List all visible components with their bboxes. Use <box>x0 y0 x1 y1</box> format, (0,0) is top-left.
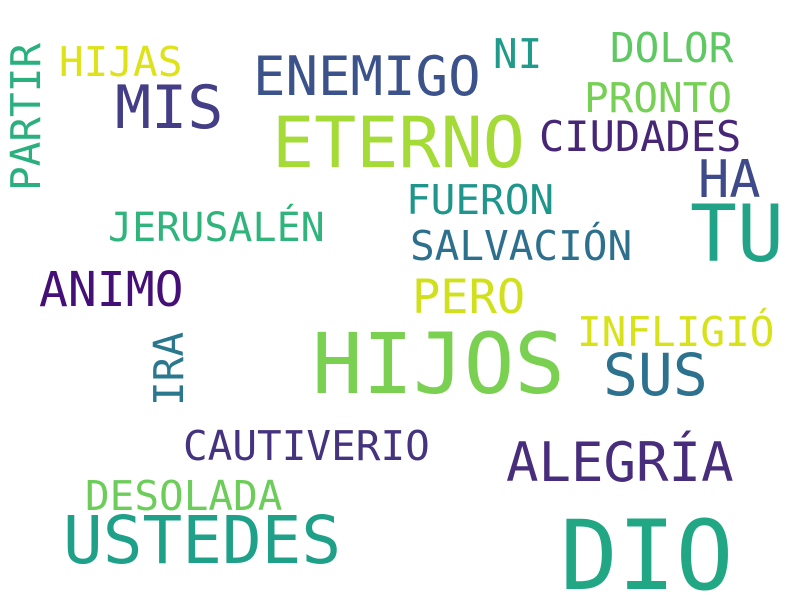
word-animo: ANIMO <box>39 262 184 318</box>
word-jerusalen: JERUSALÉN <box>108 205 325 251</box>
word-inflgio: INFLIGIÓ <box>577 308 775 356</box>
word-ira: IRA <box>145 331 193 406</box>
word-cautiverio: CAUTIVERIO <box>183 422 430 470</box>
word-ni: NI <box>493 30 543 78</box>
word-enemigo: ENEMIGO <box>253 45 481 108</box>
word-dolor: DOLOR <box>610 24 734 72</box>
word-mis: MIS <box>115 73 224 143</box>
word-ustedes: USTEDES <box>63 502 342 579</box>
word-hijos: HIJOS <box>312 315 565 413</box>
word-ciudades: CIUDADES <box>539 112 742 161</box>
word-tu: TU <box>690 190 784 280</box>
word-desolada: DESOLADA <box>85 472 283 520</box>
word-eterno: ETERNO <box>272 102 525 184</box>
word-sus: SUS <box>603 341 708 409</box>
word-salvacion: SALVACIÓN <box>410 222 633 270</box>
word-hijas: HIJAS <box>59 38 183 86</box>
word-ha: HA <box>698 150 761 210</box>
word-partir: PARTIR <box>2 42 50 191</box>
word-pronto: PRONTO <box>584 74 733 122</box>
word-alegria: ALEGRÍA <box>506 431 734 494</box>
word-pero: PERO <box>412 270 526 325</box>
word-dio: DIO <box>560 500 734 600</box>
word-fueron: FUERON <box>406 176 555 224</box>
